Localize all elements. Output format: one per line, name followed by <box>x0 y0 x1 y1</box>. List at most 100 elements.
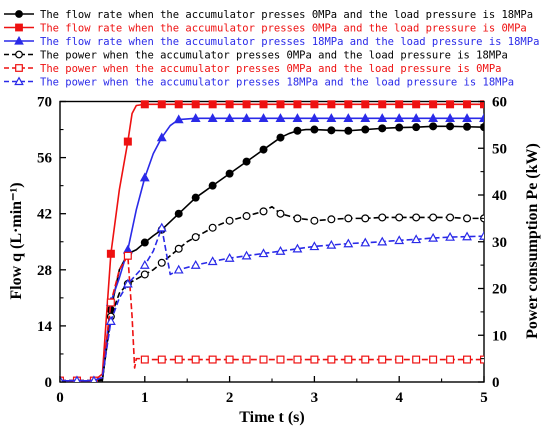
data-point <box>191 233 200 242</box>
data-point <box>106 298 115 307</box>
data-point <box>224 252 235 262</box>
data-point <box>378 100 387 109</box>
data-point <box>395 100 404 109</box>
data-point <box>275 245 286 255</box>
x-axis-title: Time t (s) <box>239 409 304 426</box>
data-point <box>412 213 421 222</box>
data-point <box>360 237 371 247</box>
data-point <box>360 113 371 123</box>
x-tick-label: 1 <box>141 390 149 406</box>
data-point <box>157 355 166 364</box>
data-point <box>191 193 200 202</box>
data-point <box>241 113 252 123</box>
data-point <box>326 239 337 249</box>
series-2 <box>60 100 484 382</box>
legend-item-6: The power when the accumulator presses 1… <box>4 76 514 88</box>
data-point <box>292 113 303 123</box>
data-point <box>174 355 183 364</box>
y-left-tick-label: 14 <box>37 319 53 335</box>
data-point <box>207 113 218 123</box>
legend-label: The power when the accumulator presses 0… <box>40 63 501 75</box>
data-point <box>259 100 268 109</box>
data-point <box>378 213 387 222</box>
data-point <box>445 231 456 241</box>
legend-marker <box>14 35 24 45</box>
data-point <box>241 250 252 260</box>
data-point <box>394 113 405 123</box>
data-point <box>310 216 319 225</box>
data-point <box>293 126 302 135</box>
legend-item-3: The flow rate when the accumulator press… <box>4 36 539 48</box>
y-left-tick-label: 0 <box>45 375 53 391</box>
data-point <box>428 232 439 242</box>
data-point <box>105 316 116 325</box>
y-right-tick-label: 20 <box>492 282 507 298</box>
data-point <box>411 113 422 123</box>
data-point <box>242 355 251 364</box>
data-point <box>259 355 268 364</box>
legend-marker <box>14 76 24 86</box>
data-point <box>140 238 149 247</box>
data-point <box>208 181 217 190</box>
data-point <box>344 214 353 223</box>
data-point <box>462 113 472 123</box>
data-point <box>395 355 404 364</box>
data-point <box>479 230 484 240</box>
data-point <box>208 355 217 364</box>
data-point <box>395 123 404 132</box>
data-point <box>462 231 472 241</box>
data-point <box>191 100 200 109</box>
data-point <box>292 243 303 253</box>
legend-item-2: The flow rate when the accumulator press… <box>4 22 527 34</box>
data-point <box>225 355 234 364</box>
y-right-tick-label: 50 <box>492 141 507 157</box>
data-point <box>123 251 132 260</box>
data-point <box>429 355 438 364</box>
data-point <box>446 213 455 222</box>
data-point <box>327 355 336 364</box>
data-point <box>60 375 64 382</box>
data-point <box>343 238 354 248</box>
data-point <box>275 113 286 123</box>
data-point <box>225 169 234 178</box>
y-left-tick-label: 42 <box>37 207 52 223</box>
data-point <box>122 278 133 288</box>
data-point <box>344 126 353 135</box>
data-point <box>412 123 421 132</box>
data-point <box>225 216 234 225</box>
data-point <box>224 113 235 123</box>
series-line <box>60 205 484 382</box>
series-3 <box>60 113 484 382</box>
data-point <box>276 209 285 218</box>
legend-label: The flow rate when the accumulator press… <box>40 36 539 48</box>
data-point <box>479 113 484 123</box>
data-point <box>139 172 150 182</box>
x-axis-title-text: Time t (s) <box>239 409 304 426</box>
data-point <box>258 113 269 123</box>
data-point <box>446 122 455 131</box>
data-point <box>480 355 484 364</box>
data-point <box>174 209 183 218</box>
y-axis-left-title: Flow q (L·min⁻¹) <box>8 182 25 299</box>
data-point <box>378 124 387 133</box>
data-point <box>258 248 269 258</box>
legend-marker <box>15 23 23 32</box>
data-point <box>293 214 302 223</box>
data-point <box>361 125 370 134</box>
legend-item-1: The flow rate when the accumulator press… <box>4 9 533 21</box>
data-point <box>394 235 405 245</box>
x-tick-label: 0 <box>56 390 64 406</box>
data-point <box>480 123 484 132</box>
data-point <box>190 259 201 269</box>
y-left-tick-label: 28 <box>37 263 52 279</box>
series-line <box>60 117 484 382</box>
x-tick-label: 2 <box>226 390 234 406</box>
data-point <box>344 100 353 109</box>
y-axis-right-title: Power consumption Pe (kW) <box>524 143 541 339</box>
data-point <box>327 215 336 224</box>
data-point <box>276 100 285 109</box>
data-point <box>106 249 115 258</box>
data-point <box>429 122 438 131</box>
data-point <box>463 214 472 223</box>
data-point <box>446 355 455 364</box>
